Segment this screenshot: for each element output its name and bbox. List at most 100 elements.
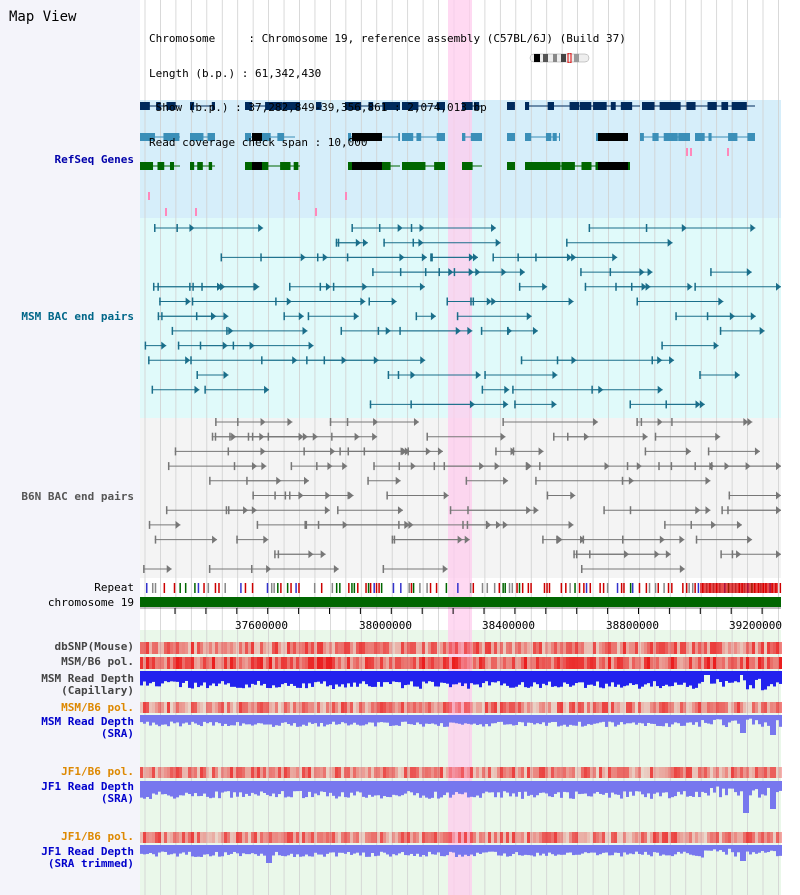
- polymorphism-cell: [194, 832, 197, 843]
- jf1-read-depth-sra-label: JF1 Read Depth (SRA): [41, 780, 134, 805]
- b6n-bac-pair: [525, 462, 528, 471]
- polymorphism-cell: [647, 702, 650, 713]
- read-depth-bar: [278, 715, 281, 726]
- msm-bac-pair: [383, 238, 385, 247]
- msm-bac-pair: [194, 385, 200, 394]
- read-depth-bar: [749, 671, 752, 686]
- polymorphism-cell: [695, 642, 698, 654]
- read-depth-bar: [656, 671, 659, 687]
- b6n-bac-pair: [251, 432, 254, 441]
- read-depth-bar: [698, 781, 701, 798]
- read-depth-bar: [356, 671, 359, 687]
- b6n-bac-pair: [404, 447, 410, 456]
- b6n-bac-pair: [400, 447, 406, 456]
- read-depth-bar: [668, 845, 671, 856]
- read-depth-bar: [263, 715, 266, 725]
- polymorphism-cell: [638, 642, 641, 654]
- read-depth-bar: [503, 845, 506, 854]
- read-depth-bar: [659, 671, 662, 689]
- read-depth-bar: [473, 715, 476, 724]
- polymorphism-cell: [545, 702, 548, 713]
- gene-exon: [462, 162, 473, 170]
- polymorphism-cell: [626, 767, 629, 778]
- gene-exon: [163, 133, 180, 141]
- polymorphism-cell: [518, 642, 521, 654]
- gene-exon: [156, 102, 161, 110]
- polymorphism-cell: [485, 642, 488, 654]
- gene-exon: [382, 102, 399, 110]
- polymorphism-cell: [416, 657, 419, 669]
- chromosome-ideogram[interactable]: [529, 53, 590, 63]
- polymorphism-cell: [170, 657, 173, 669]
- read-depth-bar: [317, 671, 320, 682]
- read-depth-bar: [260, 845, 263, 854]
- b6n-bac-pair: [567, 432, 569, 441]
- b6n-bac-pair: [695, 535, 698, 544]
- repeat-element: [194, 583, 196, 593]
- read-depth-bar: [716, 715, 719, 720]
- read-depth-bar: [668, 671, 671, 687]
- polymorphism-cell: [284, 642, 287, 654]
- polymorphism-cell: [149, 832, 152, 843]
- polymorphism-cell: [245, 657, 248, 669]
- polymorphism-cell: [374, 702, 377, 713]
- read-depth-bar: [497, 715, 500, 722]
- polymorphism-cell: [680, 642, 683, 654]
- read-depth-bar: [440, 845, 443, 857]
- polymorphism-cell: [374, 657, 377, 669]
- polymorphism-cell: [452, 702, 455, 713]
- read-depth-bar: [185, 781, 188, 793]
- read-depth-bar: [179, 781, 182, 796]
- polymorphism-cell: [203, 657, 206, 669]
- read-depth-bar: [278, 671, 281, 688]
- read-depth-bar: [140, 845, 143, 854]
- b6n-bac-pair: [373, 462, 375, 471]
- read-depth-bar: [410, 781, 413, 793]
- read-depth-bar: [335, 845, 338, 857]
- read-depth-bar: [206, 715, 209, 724]
- polymorphism-cell: [569, 657, 572, 669]
- polymorphism-cell: [389, 832, 392, 843]
- gene-exon: [731, 102, 746, 110]
- msm-bac-pair: [503, 400, 509, 409]
- repeat-element: [369, 583, 372, 593]
- read-depth-bar: [305, 715, 308, 726]
- read-depth-bar: [518, 671, 521, 685]
- read-depth-bar: [416, 781, 419, 794]
- polymorphism-cell: [386, 832, 389, 843]
- b6n-bac-pair: [174, 447, 177, 456]
- polymorphism-cell: [380, 657, 383, 669]
- polymorphism-cell: [461, 767, 464, 778]
- polymorphism-cell: [536, 642, 539, 654]
- polymorphism-cell: [509, 832, 512, 843]
- polymorphism-cell: [728, 642, 731, 654]
- polymorphism-cell: [449, 767, 452, 778]
- polymorphism-cell: [368, 657, 371, 669]
- read-depth-bar: [284, 715, 287, 723]
- read-depth-bar: [506, 781, 509, 793]
- read-depth-bar: [638, 715, 641, 723]
- polymorphism-cell: [539, 702, 542, 713]
- read-depth-bar: [347, 845, 350, 853]
- polymorphism-cell: [335, 657, 338, 669]
- polymorphism-cell: [527, 642, 530, 654]
- polymorphism-cell: [392, 832, 395, 843]
- polymorphism-cell: [638, 832, 641, 843]
- read-depth-bar: [383, 671, 386, 683]
- read-depth-bar: [491, 715, 494, 724]
- polymorphism-cell: [515, 767, 518, 778]
- b6n-bac-pair: [465, 476, 468, 485]
- polymorphism-cell: [176, 767, 179, 778]
- polymorphism-cell: [755, 642, 758, 654]
- read-depth-bar: [671, 845, 674, 857]
- polymorphism-cell: [413, 767, 416, 778]
- polymorphism-cell: [659, 657, 662, 669]
- polymorphism-cell: [260, 657, 263, 669]
- read-depth-bar: [329, 845, 332, 853]
- read-depth-bar: [752, 715, 755, 725]
- read-depth-bar: [620, 671, 623, 688]
- polymorphism-cell: [758, 702, 761, 713]
- polymorphism-cell: [146, 767, 149, 778]
- polymorphism-cell: [404, 642, 407, 654]
